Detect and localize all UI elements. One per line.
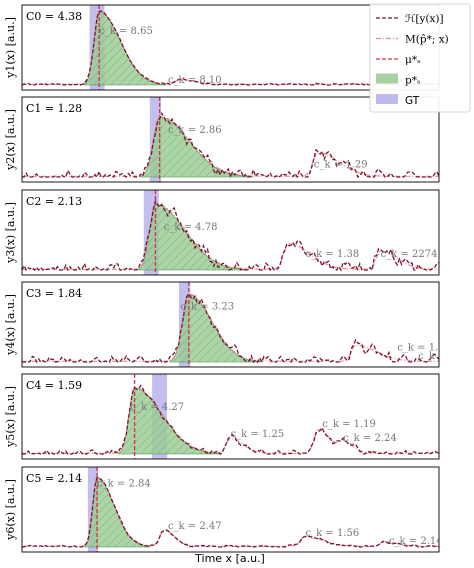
y-axis-label: y5(x) [a.u.] [4,386,17,448]
legend-swatch [376,73,398,84]
peak-annotation: c_k = 3.23 [180,301,234,312]
peak-annotation: c_k = 1.04 [418,351,472,362]
panel-frame [21,373,440,460]
y-axis-label: y6(x) [a.u.] [4,479,17,541]
posterior-hatch [137,204,249,271]
peak-annotation: c_k = 2.84 [97,478,151,489]
peak-annotation: c_k = 1.85 [397,342,451,353]
envelope-curve [22,384,439,455]
peak-annotation: c_k = 4.78 [164,222,218,233]
panel-frame [21,281,440,368]
peak-annotation: c_k = 1.56 [306,528,360,539]
peak-annotation: c_k = 2.47 [168,521,222,532]
panel-2: c_k = 2.86 c_k = 1.29 C1 = 1.28 y2(x) [a.u.… [4,96,440,183]
peak-annotation: c_k = 2.24 [343,433,397,444]
y-axis-label: y3(x) [a.u.] [4,202,17,264]
plot-area: c_k = 2.84 c_k = 2.47 c_k = 1.56 c_k = 2.14 [22,467,443,552]
legend-label: M(p̂*; x) [405,34,449,46]
envelope-curve [22,111,439,180]
panel-frame [21,466,440,553]
model-curve [22,293,439,362]
panel-5: c_k = 4.27 c_k = 1.25 c_k = 1.19 c_k = 2.24… [4,373,440,460]
peak-annotation: c_k = 8.10 [168,75,222,86]
y-axis-label: y4(x) [a.u.] [4,294,17,356]
condition-label: C3 = 1.84 [26,287,82,300]
panel-3: c_k = 4.78 c_k = 1.38 c_k = 2274.9 C2 = 2.1… [4,189,447,276]
plot-area: c_k = 3.23 c_k = 1.85c_k = 1.04 [22,282,472,367]
legend-label: ℋ[y(x)] [405,13,444,25]
condition-label: C0 = 4.38 [26,10,82,23]
plot-area: c_k = 2.86 c_k = 1.29 [22,97,439,182]
peak-annotation: c_k = 1.29 [314,160,368,171]
posterior-hatch [118,387,223,455]
model-curve [22,476,439,547]
legend: ℋ[y(x)] M(p̂*; x) μ*ₛ p*ₛ GT [369,3,471,113]
legend-box [369,3,471,113]
envelope-curve [22,292,439,364]
plot-area: c_k = 8.65 c_k = 8.10 [22,5,439,90]
y-axis-label: y2(x) [a.u.] [4,109,17,171]
peak-annotation: c_k = 1.19 [322,419,376,430]
panel-4: c_k = 3.23 c_k = 1.85c_k = 1.04 C3 = 1.84 y… [4,281,472,368]
panel-6: c_k = 2.84 c_k = 2.47 c_k = 1.56 c_k = 2.14… [4,466,443,553]
peak-annotation: c_k = 2274.9 [381,249,447,260]
envelope-curve [22,10,439,86]
legend-label: μ*ₛ [405,54,421,66]
panel-frame [21,189,440,276]
peak-annotation: c_k = 8.65 [99,26,153,37]
panel-1: c_k = 8.65 c_k = 8.10 C0 = 4.38 y1(x) [a.u.… [4,4,440,91]
condition-label: C1 = 1.28 [26,102,82,115]
condition-label: C4 = 1.59 [26,379,82,392]
panel-frame [21,96,440,183]
peak-annotation: c_k = 2.14 [389,536,443,547]
legend-swatch [376,94,398,104]
peak-annotation: c_k = 1.38 [306,249,360,260]
plot-area: c_k = 4.27 c_k = 1.25 c_k = 1.19 c_k = 2.24 [22,374,439,459]
model-curve [22,115,439,177]
peak-annotation: c_k = 4.27 [130,402,184,413]
condition-label: C2 = 2.13 [26,195,82,208]
envelope-curve [22,199,439,272]
legend-label: p*ₛ [405,75,421,87]
envelope-curve [22,476,439,548]
panels-group: c_k = 8.65 c_k = 8.10 C0 = 4.38 y1(x) [a.u.… [4,4,472,553]
plot-area: c_k = 4.78 c_k = 1.38 c_k = 2274.9 [22,190,447,275]
condition-label: C5 = 2.14 [26,472,82,485]
peak-annotation: c_k = 1.25 [231,429,285,440]
peak-annotation: c_k = 2.86 [168,125,222,136]
x-axis-label: Time x [a.u.] [194,552,265,565]
legend-label: GT [405,95,420,107]
model-curve [22,203,439,270]
y-axis-label: y1(x) [a.u.] [4,17,17,79]
